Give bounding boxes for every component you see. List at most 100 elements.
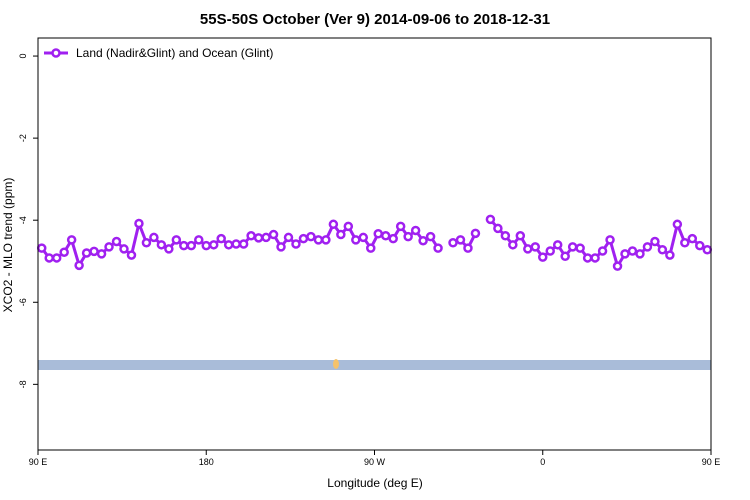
data-point: [650, 236, 660, 247]
data-point: [59, 247, 69, 257]
y-tick-label: -2: [18, 134, 28, 142]
chart-title: 55S-50S October (Ver 9) 2014-09-06 to 20…: [200, 11, 550, 28]
data-point: [680, 238, 690, 248]
data-point: [560, 251, 570, 262]
y-tick-label: -6: [18, 298, 28, 306]
x-tick-label: 90 E: [702, 457, 721, 467]
data-point: [470, 228, 481, 239]
x-tick-label: 180: [199, 457, 214, 467]
land-patch: [333, 359, 339, 369]
y-tick-label: -8: [18, 380, 28, 388]
land-ocean-strip: [38, 360, 711, 370]
data-point: [597, 246, 608, 256]
data-point: [627, 246, 638, 256]
data-point: [695, 240, 705, 251]
data-point: [605, 235, 615, 245]
data-point: [515, 231, 526, 241]
data-point: [351, 235, 361, 245]
data-point: [485, 214, 496, 225]
data-point: [179, 240, 189, 251]
data-point: [223, 240, 234, 250]
data-point: [111, 236, 122, 247]
data-point: [231, 239, 241, 249]
data-point: [119, 244, 129, 254]
data-point: [321, 235, 331, 245]
data-point: [687, 233, 698, 244]
data-point: [208, 240, 219, 250]
data-point: [665, 250, 675, 260]
data-point: [336, 229, 346, 240]
data-point: [620, 249, 630, 259]
x-tick-label: 0: [540, 457, 545, 467]
data-point: [642, 242, 653, 252]
data-point: [126, 250, 137, 260]
data-point: [44, 253, 54, 263]
data-point: [306, 231, 316, 242]
legend-label: Land (Nadir&Glint) and Ocean (Glint): [76, 46, 273, 60]
data-point: [545, 246, 555, 256]
data-point: [508, 240, 518, 250]
data-point: [590, 253, 600, 263]
data-point: [455, 235, 466, 245]
x-axis-label: Longitude (deg E): [327, 476, 422, 490]
data-point: [343, 221, 354, 232]
data-point: [612, 261, 623, 271]
data-point: [268, 229, 279, 240]
data-point: [672, 219, 683, 230]
data-point: [171, 235, 182, 245]
data-point: [410, 225, 421, 236]
data-point: [66, 235, 77, 245]
data-point: [36, 243, 47, 253]
data-point: [538, 252, 548, 262]
data-point: [702, 244, 713, 255]
data-point: [433, 243, 443, 253]
data-point: [141, 238, 152, 248]
data-point: [523, 244, 533, 254]
data-point: [425, 231, 436, 242]
data-point: [530, 242, 541, 252]
data-point: [149, 232, 159, 243]
data-point: [89, 246, 99, 257]
data-point: [51, 253, 62, 263]
data-point: [238, 239, 249, 249]
data-point: [582, 253, 593, 263]
data-point: [575, 243, 585, 253]
data-point: [156, 240, 167, 250]
data-point: [403, 231, 413, 242]
data-point: [313, 235, 324, 245]
data-point: [194, 235, 204, 245]
data-point: [261, 232, 271, 243]
x-tick-label: 90 W: [364, 457, 386, 467]
data-point: [246, 231, 256, 241]
plot-area: [36, 214, 713, 271]
data-point: [448, 238, 458, 248]
data-point: [567, 242, 578, 252]
legend-marker: [51, 48, 61, 58]
data-point: [291, 239, 301, 249]
data-point: [358, 232, 369, 243]
y-tick-label: 0: [18, 54, 28, 59]
data-point: [276, 242, 286, 252]
y-axis-label: XCO2 - MLO trend (ppm): [1, 178, 15, 313]
data-point: [500, 231, 511, 241]
data-point: [253, 233, 264, 243]
data-point: [104, 242, 114, 252]
data-point: [74, 260, 84, 271]
data-point: [418, 235, 428, 246]
data-point: [463, 243, 473, 253]
data-point: [201, 240, 211, 251]
data-point: [298, 233, 309, 244]
data-point: [283, 232, 294, 243]
x-tick-label: 90 E: [29, 457, 48, 467]
data-point: [186, 240, 197, 251]
y-tick-label: -4: [18, 216, 28, 224]
data-point: [388, 233, 398, 244]
data-point: [216, 233, 226, 244]
data-point: [493, 223, 503, 234]
data-point: [657, 244, 668, 255]
data-point: [373, 228, 383, 239]
data-point: [380, 231, 391, 241]
data-point: [164, 244, 174, 254]
data-point: [366, 243, 376, 253]
